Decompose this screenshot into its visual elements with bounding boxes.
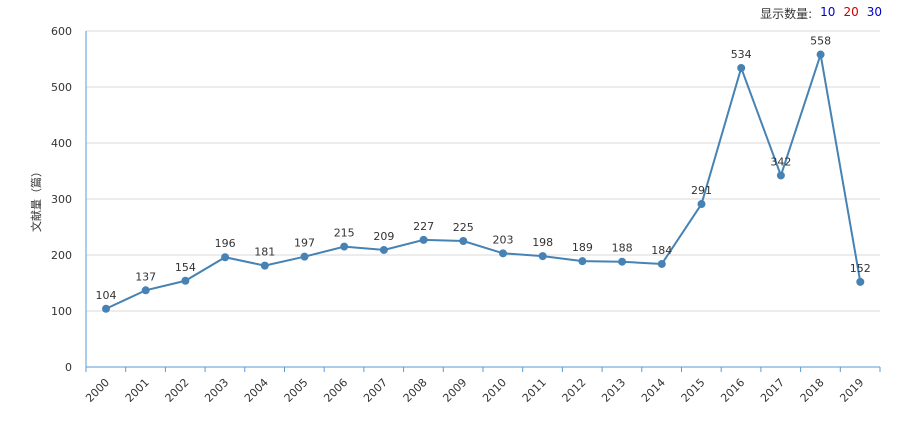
data-label-2001: 137 bbox=[135, 270, 156, 283]
data-point-2006 bbox=[340, 242, 349, 251]
data-point-2009 bbox=[459, 237, 468, 245]
data-label-2019: 152 bbox=[850, 262, 871, 275]
x-tick-2018: 2018 bbox=[798, 376, 827, 405]
data-point-2007 bbox=[379, 245, 388, 254]
y-tick-500: 500 bbox=[51, 81, 72, 94]
data-labels: 104 137 154 196 181 197 215 209 227 225 203 198 189 1… bbox=[96, 35, 871, 302]
x-tick-2012: 2012 bbox=[560, 376, 589, 405]
count-option-20[interactable]: 20 bbox=[843, 5, 859, 19]
data-point-2017 bbox=[776, 171, 785, 180]
data-label-2013: 188 bbox=[612, 242, 633, 255]
y-tick-100: 100 bbox=[51, 305, 72, 318]
display-count-controls: 显示数量: 10 20 30 bbox=[760, 5, 882, 22]
data-point-2015 bbox=[697, 200, 706, 209]
x-tick-2017: 2017 bbox=[758, 376, 787, 405]
y-tick-labels: 0 100 200 300 400 500 600 bbox=[51, 25, 72, 374]
data-point-2002 bbox=[181, 276, 190, 285]
x-tick-2008: 2008 bbox=[401, 376, 430, 405]
data-label-2018: 558 bbox=[810, 35, 831, 48]
data-point-2011 bbox=[538, 252, 547, 261]
x-tick-2014: 2014 bbox=[639, 376, 668, 405]
x-tick-2005: 2005 bbox=[282, 376, 311, 405]
y-tick-0: 0 bbox=[65, 361, 72, 374]
data-label-2000: 104 bbox=[96, 289, 117, 302]
x-tick-2016: 2016 bbox=[718, 376, 747, 405]
axes bbox=[85, 31, 881, 372]
data-point-2010 bbox=[499, 249, 507, 258]
data-label-2015: 291 bbox=[691, 184, 712, 197]
display-count-label: 显示数量: bbox=[760, 7, 813, 21]
data-point-2019 bbox=[856, 277, 865, 286]
data-point-2016 bbox=[737, 63, 746, 72]
data-label-2002: 154 bbox=[175, 261, 196, 274]
x-tick-2002: 2002 bbox=[163, 376, 192, 405]
x-tick-2000: 2000 bbox=[83, 376, 112, 405]
x-tick-2006: 2006 bbox=[321, 376, 350, 405]
data-point-2018 bbox=[816, 50, 825, 59]
data-label-2009: 225 bbox=[453, 221, 474, 234]
x-tick-2009: 2009 bbox=[440, 376, 469, 405]
x-tick-2001: 2001 bbox=[123, 376, 152, 405]
data-label-2012: 189 bbox=[572, 241, 593, 254]
data-label-2010: 203 bbox=[493, 233, 514, 246]
x-tick-2010: 2010 bbox=[480, 376, 509, 405]
x-tick-labels: 2000 2001 2002 2003 2004 2005 2006 2007 2008 2009… bbox=[83, 376, 866, 405]
data-points bbox=[102, 50, 865, 313]
y-tick-600: 600 bbox=[51, 25, 72, 38]
data-label-2016: 534 bbox=[731, 48, 752, 61]
x-tick-2019: 2019 bbox=[837, 376, 866, 405]
data-point-2000 bbox=[102, 304, 110, 313]
data-label-2003: 196 bbox=[215, 237, 236, 250]
data-label-2007: 209 bbox=[373, 230, 394, 243]
data-label-2008: 227 bbox=[413, 220, 434, 233]
data-point-2014 bbox=[657, 259, 666, 268]
data-label-2006: 215 bbox=[334, 227, 355, 240]
x-tick-2013: 2013 bbox=[599, 376, 628, 405]
series-line bbox=[105, 54, 862, 310]
data-point-2003 bbox=[221, 253, 230, 262]
y-tick-200: 200 bbox=[51, 249, 72, 262]
x-tick-2004: 2004 bbox=[242, 376, 271, 405]
data-label-2017: 342 bbox=[770, 155, 791, 168]
data-point-2008 bbox=[419, 235, 428, 244]
y-tick-300: 300 bbox=[51, 193, 72, 206]
data-point-2013 bbox=[618, 257, 627, 266]
data-point-2005 bbox=[300, 252, 309, 261]
x-tick-2011: 2011 bbox=[520, 376, 549, 405]
x-tick-2015: 2015 bbox=[679, 376, 708, 405]
data-label-2004: 181 bbox=[254, 246, 275, 259]
x-tick-2007: 2007 bbox=[361, 376, 390, 405]
data-label-2014: 184 bbox=[651, 244, 672, 257]
data-point-2001 bbox=[141, 286, 150, 295]
data-point-2004 bbox=[260, 261, 269, 270]
count-option-10[interactable]: 10 bbox=[820, 5, 836, 19]
data-label-2005: 197 bbox=[294, 237, 315, 250]
data-label-2011: 198 bbox=[532, 236, 553, 249]
count-option-30[interactable]: 30 bbox=[866, 5, 882, 19]
y-axis-title: 文献量（篇） bbox=[29, 166, 43, 232]
x-tick-2003: 2003 bbox=[202, 376, 231, 405]
y-tick-400: 400 bbox=[51, 137, 72, 150]
data-point-2012 bbox=[578, 257, 587, 266]
